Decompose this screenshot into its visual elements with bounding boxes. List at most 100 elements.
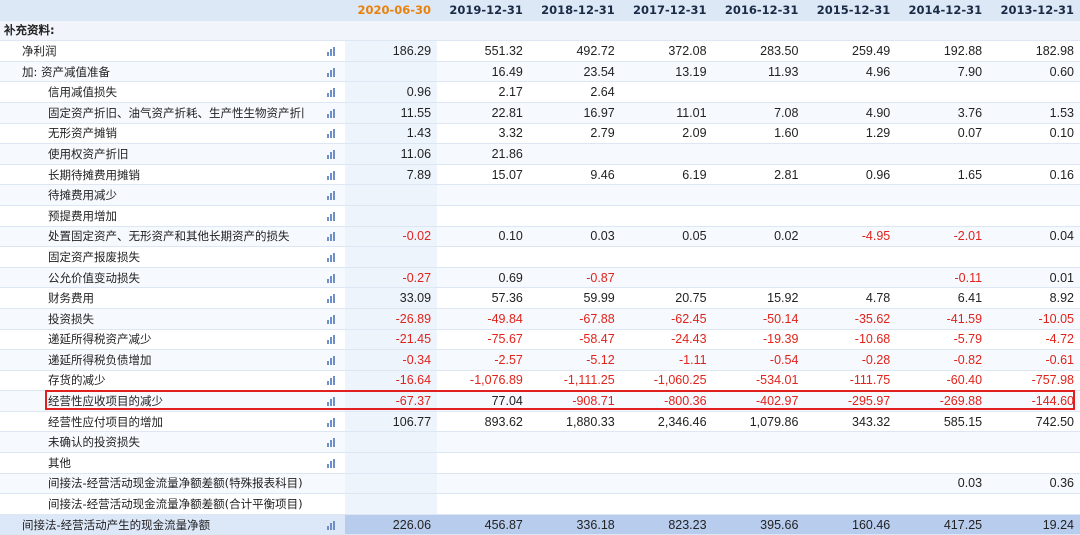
bar-chart-icon[interactable]	[327, 376, 337, 386]
table-row: 净利润 186.29 551.32 492.72 372.08 283.50 259.49 1…	[0, 40, 1080, 62]
header-date[interactable]: 2015-12-31	[804, 0, 897, 21]
value-cell: 15.07	[437, 164, 529, 186]
bar-chart-icon[interactable]	[327, 355, 337, 365]
header-date[interactable]: 2019-12-31	[437, 0, 529, 21]
header-blank	[0, 0, 306, 21]
value-cell	[804, 143, 897, 165]
value-cell: 456.87	[437, 514, 529, 535]
row-label: 其他	[0, 452, 306, 474]
row-chart-cell	[305, 370, 346, 392]
bar-chart-icon[interactable]	[327, 458, 337, 468]
value-cell: 0.03	[896, 473, 989, 495]
value-cell	[528, 246, 621, 268]
value-cell: 7.08	[712, 102, 805, 124]
row-chart-cell	[305, 267, 346, 289]
row-label: 净利润	[0, 40, 306, 62]
value-cell	[896, 205, 989, 227]
row-label: 递延所得税负债增加	[0, 349, 306, 371]
table-row: 递延所得税资产减少 -21.45 -75.67 -58.47 -24.43 -19.39-…	[0, 329, 1080, 351]
value-cell: 6.19	[620, 164, 713, 186]
value-cell: 0.10	[988, 123, 1080, 145]
value-cell: 2.17	[437, 81, 529, 103]
bar-chart-icon[interactable]	[327, 67, 337, 77]
value-cell: -0.28	[804, 349, 897, 371]
bar-chart-icon[interactable]	[327, 170, 337, 180]
value-cell: -1,060.25	[620, 370, 713, 392]
value-cell: 13.19	[620, 61, 713, 83]
bar-chart-icon[interactable]	[327, 438, 337, 448]
value-cell: 0.60	[988, 61, 1080, 83]
bar-chart-icon[interactable]	[327, 191, 337, 201]
table-row: 递延所得税负债增加 -0.34 -2.57 -5.12 -1.11 -0.54 -0.28-…	[0, 349, 1080, 371]
bar-chart-icon[interactable]	[327, 252, 337, 262]
value-cell	[345, 205, 438, 227]
value-cell: -26.89	[345, 308, 438, 330]
row-label: 处置固定资产、无形资产和其他长期资产的损失	[0, 226, 306, 248]
value-cell: -0.02	[345, 226, 438, 248]
value-cell	[896, 143, 989, 165]
bar-chart-icon[interactable]	[327, 46, 337, 56]
bar-chart-icon[interactable]	[327, 335, 337, 345]
bar-chart-icon[interactable]	[327, 397, 337, 407]
bar-chart-icon[interactable]	[327, 211, 337, 221]
value-cell	[620, 81, 713, 103]
value-cell: -2.01	[896, 226, 989, 248]
bar-chart-icon[interactable]	[327, 417, 337, 427]
row-chart-cell	[305, 205, 346, 227]
bar-chart-icon[interactable]	[327, 129, 337, 139]
header-date[interactable]: 2013-12-31	[988, 0, 1080, 21]
row-chart-cell	[305, 164, 346, 186]
value-cell	[804, 81, 897, 103]
value-cell: 551.32	[437, 40, 529, 62]
bar-chart-icon[interactable]	[327, 294, 337, 304]
value-cell	[528, 473, 621, 495]
value-cell	[804, 246, 897, 268]
row-chart-cell	[305, 452, 346, 474]
table-row: 加: 资产减值准备 16.49 23.54 13.19 11.93 4.96 7.90 0.6…	[0, 61, 1080, 83]
value-cell: -111.75	[804, 370, 897, 392]
row-chart-cell	[305, 308, 346, 330]
value-cell	[712, 184, 805, 206]
value-cell	[988, 452, 1080, 474]
value-cell	[528, 452, 621, 474]
value-cell	[345, 246, 438, 268]
value-cell	[896, 184, 989, 206]
header-date[interactable]: 2017-12-31	[620, 0, 713, 21]
bar-chart-icon[interactable]	[327, 273, 337, 283]
bar-chart-icon[interactable]	[327, 88, 337, 98]
header-date[interactable]: 2020-06-30	[345, 0, 438, 21]
value-cell	[345, 184, 438, 206]
header-date[interactable]: 2014-12-31	[896, 0, 989, 21]
header-date[interactable]: 2018-12-31	[528, 0, 621, 21]
value-cell: -5.12	[528, 349, 621, 371]
value-cell	[896, 246, 989, 268]
value-cell: 226.06	[345, 514, 438, 535]
bar-chart-icon[interactable]	[327, 232, 337, 242]
table-row: 处置固定资产、无形资产和其他长期资产的损失 -0.02 0.10 0.03 0.05 0.…	[0, 226, 1080, 248]
row-chart-cell	[305, 40, 346, 62]
value-cell: 16.49	[437, 61, 529, 83]
value-cell: -402.97	[712, 390, 805, 412]
row-label: 间接法-经营活动产生的现金流量净额	[0, 514, 306, 535]
value-cell: 11.01	[620, 102, 713, 124]
value-cell: -1,076.89	[437, 370, 529, 392]
value-cell: 182.98	[988, 40, 1080, 62]
value-cell	[345, 493, 438, 515]
bar-chart-icon[interactable]	[327, 108, 337, 118]
value-cell: 1.29	[804, 123, 897, 145]
value-cell	[988, 81, 1080, 103]
row-label: 存货的减少	[0, 370, 306, 392]
value-cell: 0.16	[988, 164, 1080, 186]
row-chart-cell	[305, 123, 346, 145]
bar-chart-icon[interactable]	[327, 520, 337, 530]
header-date[interactable]: 2016-12-31	[712, 0, 805, 21]
bar-chart-icon[interactable]	[327, 149, 337, 159]
value-cell	[712, 267, 805, 289]
value-cell: -0.54	[712, 349, 805, 371]
value-cell: 1.43	[345, 123, 438, 145]
row-label: 公允价值变动损失	[0, 267, 306, 289]
bar-chart-icon[interactable]	[327, 314, 337, 324]
table-row: 存货的减少 -16.64 -1,076.89 -1,111.25 -1,060.25 -5…	[0, 370, 1080, 392]
value-cell: 1.60	[712, 123, 805, 145]
